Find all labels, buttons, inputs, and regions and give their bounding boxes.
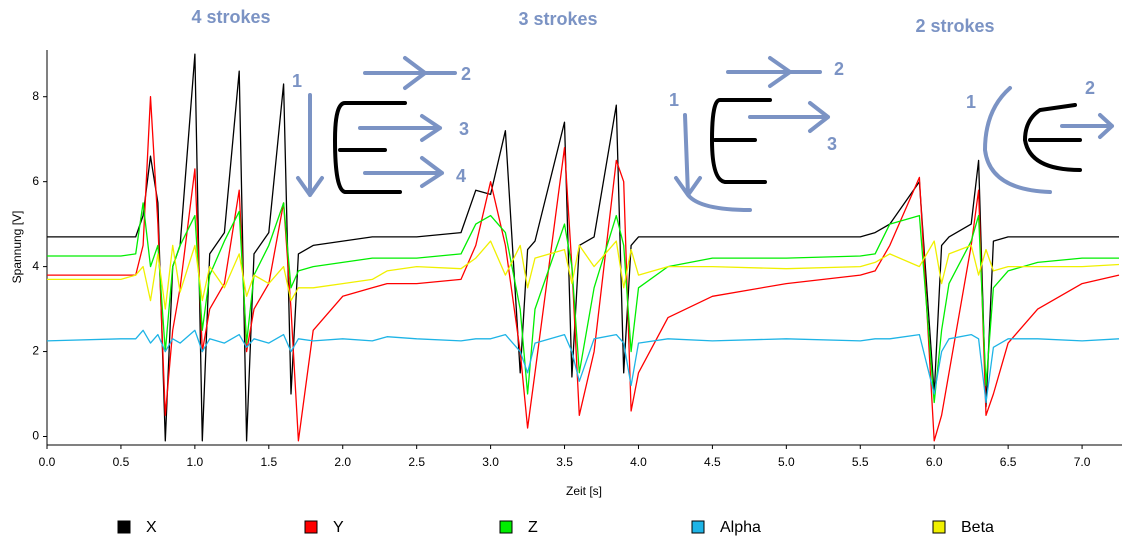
x-tick-label: 3.5 [556,455,573,469]
series-line [47,53,1119,442]
annotation: 3 [459,119,469,139]
arrow [674,113,752,212]
annotation: 1 [669,90,679,110]
series-line [47,240,1120,310]
e-glyph [1022,103,1082,172]
annotation: 1 [292,71,302,91]
annotation: 2 [834,59,844,79]
y-tick-label: 2 [32,344,39,358]
y-tick-label: 8 [32,89,39,103]
y-tick-label: 4 [32,259,39,273]
annotation: 3 strokes [518,9,597,29]
e-glyph [332,101,407,194]
legend-label: Z [528,519,538,536]
annotation: 1 [966,92,976,112]
x-tick-label: 3.0 [482,455,499,469]
legend-swatch [499,520,513,534]
annotation: 2 [461,64,471,84]
x-tick-label: 1.0 [187,455,204,469]
y-tick-label: 0 [32,429,39,443]
x-tick-label: 4.0 [630,455,647,469]
annotation: 4 strokes [191,7,270,27]
legend-swatch [117,520,131,534]
legend-label: Alpha [720,519,761,536]
arrow [296,93,324,197]
annotation: 4 [456,166,466,186]
x-tick-label: 7.0 [1074,455,1091,469]
annotation: 3 [827,134,837,154]
x-tick-label: 6.0 [926,455,943,469]
y-tick-label: 6 [32,174,39,188]
x-tick-label: 2.5 [408,455,425,469]
arrow [983,86,1052,194]
arrow [1060,113,1114,139]
legend-label: Beta [961,519,994,536]
e-glyph [709,98,772,184]
annotation: 2 strokes [915,16,994,36]
x-axis-label: Zeit [s] [566,484,602,498]
x-tick-label: 1.5 [260,455,277,469]
y-axis-label: Spannung [V] [10,211,24,284]
x-tick-label: 2.0 [334,455,351,469]
arrow [363,156,444,188]
legend-swatch [691,520,705,534]
x-tick-label: 0.0 [39,455,56,469]
x-tick-label: 6.5 [1000,455,1017,469]
annotation: 2 [1085,78,1095,98]
arrow [358,114,442,142]
x-tick-label: 5.5 [852,455,869,469]
series-line [46,329,1120,404]
x-tick-label: 0.5 [113,455,130,469]
series-line [47,96,1120,442]
x-tick-label: 4.5 [704,455,721,469]
arrow [363,56,457,90]
legend-label: Y [333,519,344,536]
legend-swatch [932,520,946,534]
legend-label: X [146,519,157,536]
legend-swatch [304,520,318,534]
sketches [296,56,1114,212]
x-tick-label: 5.0 [778,455,795,469]
arrow [726,56,822,88]
arrow [748,101,830,133]
